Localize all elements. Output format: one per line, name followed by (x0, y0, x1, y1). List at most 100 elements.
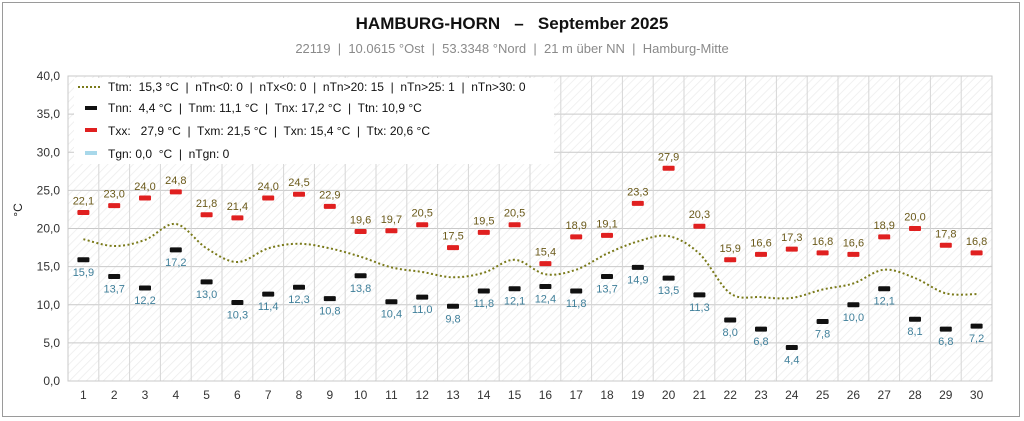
y-tick-label: 5,0 (43, 336, 60, 350)
max-temp-label: 23,0 (103, 189, 124, 201)
max-temp-label: 16,8 (812, 236, 833, 248)
min-temp-label: 14,9 (627, 274, 648, 286)
x-tick-label: 12 (416, 388, 430, 402)
max-temp-label: 16,6 (843, 237, 864, 249)
min-temp-marker (601, 274, 613, 280)
min-temp-marker (354, 273, 367, 279)
min-temp-label: 12,4 (535, 293, 556, 305)
legend-box (74, 78, 554, 164)
x-tick-label: 17 (570, 388, 584, 402)
x-tick-label: 26 (847, 388, 861, 402)
min-temp-label: 11,8 (566, 298, 587, 310)
max-temp-label: 20,3 (689, 209, 710, 221)
x-tick-label: 28 (908, 388, 922, 402)
min-temp-marker (231, 299, 244, 305)
max-temp-label: 19,5 (473, 215, 494, 227)
max-temp-label: 15,9 (719, 243, 740, 255)
min-temp-label: 13,5 (658, 285, 679, 297)
x-tick-label: 29 (939, 388, 953, 402)
min-temp-label: 11,8 (474, 298, 495, 310)
min-temp-marker (816, 319, 829, 325)
max-temp-marker (970, 250, 983, 256)
min-temp-marker (416, 294, 429, 300)
min-temp-label: 10,0 (843, 312, 864, 324)
max-temp-label: 20,5 (504, 208, 525, 220)
max-temp-label: 17,8 (935, 228, 956, 240)
min-temp-label: 7,8 (815, 329, 830, 341)
min-temp-label: 11,3 (689, 302, 710, 314)
max-temp-label: 18,9 (873, 220, 894, 232)
min-temp-label: 11,4 (258, 301, 279, 313)
max-temp-label: 24,0 (257, 181, 278, 193)
min-temp-label: 13,7 (103, 284, 124, 296)
x-tick-label: 4 (172, 388, 179, 402)
min-temp-label: 11,0 (412, 304, 433, 316)
min-temp-label: 12,3 (288, 294, 309, 306)
data-series: 22,1 23,0 24,0 24,8 21,8 21,4 24,0 24,5 22,9 19,6… (73, 151, 988, 366)
max-temp-marker (785, 246, 798, 252)
y-axis-label: °C (11, 203, 25, 217)
legend: Ttm: 15,3 °C | nTn<0: 0 | nTx<0: 0 | nTn… (74, 78, 554, 164)
x-tick-label: 5 (203, 388, 210, 402)
max-temp-label: 23,3 (627, 186, 648, 198)
legend-tx-swatch (85, 128, 97, 132)
min-temp-marker (539, 283, 552, 289)
legend-tg-swatch (85, 151, 97, 155)
min-temp-marker (693, 292, 706, 298)
min-temp-marker (77, 257, 90, 263)
x-tick-label: 24 (785, 388, 799, 402)
max-temp-label: 24,8 (165, 175, 186, 187)
y-tick-label: 35,0 (37, 107, 61, 121)
min-temp-label: 8,0 (723, 327, 738, 339)
y-tick-label: 20,0 (37, 222, 61, 236)
min-temp-label: 6,8 (938, 336, 953, 348)
min-temp-marker (508, 286, 521, 292)
max-temp-marker (847, 251, 860, 257)
min-temp-marker (293, 284, 305, 290)
max-temp-marker (939, 242, 952, 248)
max-temp-label: 20,0 (904, 212, 925, 224)
max-temp-marker (539, 261, 552, 267)
min-temp-label: 13,0 (196, 289, 217, 301)
max-temp-label: 27,9 (658, 151, 679, 163)
x-axis: 1 2 3 4 5 6 7 8 9 10 11 12 13 14 15 16 17 18 19 20 21 22 23 24 2… (80, 388, 984, 402)
x-tick-label: 11 (385, 388, 398, 402)
max-temp-label: 18,9 (565, 220, 586, 232)
max-temp-label: 17,3 (781, 232, 802, 244)
min-temp-marker (909, 316, 921, 322)
x-tick-label: 7 (265, 388, 272, 402)
max-temp-marker (416, 222, 429, 228)
max-temp-marker (508, 222, 521, 228)
x-tick-label: 20 (662, 388, 676, 402)
max-temp-label: 19,1 (596, 218, 617, 230)
max-temp-marker (231, 215, 244, 221)
min-temp-marker (878, 286, 891, 292)
max-temp-marker (200, 212, 213, 218)
max-temp-marker (262, 195, 275, 201)
min-temp-label: 7,2 (969, 333, 984, 345)
max-temp-marker (77, 209, 90, 215)
min-temp-label: 10,8 (319, 306, 340, 318)
min-temp-label: 12,2 (134, 295, 155, 307)
max-temp-label: 24,5 (288, 177, 309, 189)
min-temp-marker (847, 302, 860, 308)
y-tick-label: 0,0 (43, 374, 60, 388)
x-tick-label: 25 (816, 388, 830, 402)
max-temp-marker (354, 229, 367, 235)
y-axis: 0,0 5,0 10,0 15,0 20,0 25,0 30,0 35,0 40,0 (37, 69, 61, 388)
x-tick-label: 19 (631, 388, 645, 402)
min-temp-marker (169, 247, 182, 253)
max-temp-label: 24,0 (134, 181, 155, 193)
chart-title: HAMBURG-HORN – September 2025 (355, 14, 669, 33)
min-temp-label: 9,8 (445, 313, 460, 325)
x-tick-label: 14 (477, 388, 491, 402)
min-temp-label: 17,2 (165, 257, 186, 269)
mean-temperature-line (83, 222, 977, 300)
max-temp-marker (477, 229, 490, 235)
min-temp-label: 12,1 (504, 296, 525, 308)
max-temp-label: 22,1 (73, 195, 94, 207)
min-temp-label: 10,3 (227, 309, 248, 321)
max-temp-marker (447, 245, 459, 251)
max-temp-marker (570, 234, 583, 240)
